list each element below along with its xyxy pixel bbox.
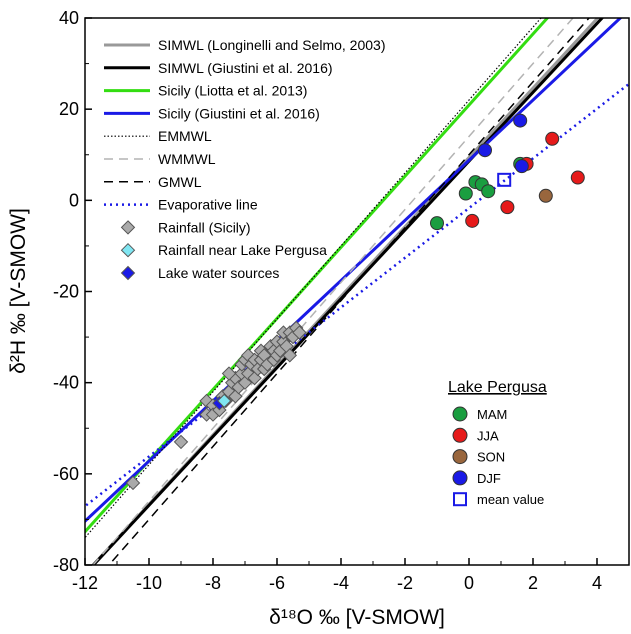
legend-label: Lake water sources	[158, 265, 279, 281]
y-tick-label: -60	[53, 464, 79, 484]
season-legend-label: DJF	[477, 471, 501, 486]
x-tick-label: 2	[528, 573, 538, 593]
x-tick-label: -12	[72, 573, 98, 593]
plot-frame	[84, 17, 630, 566]
legend-label: SIMWL (Longinelli and Selmo, 2003)	[158, 37, 386, 53]
season-legend-marker	[452, 470, 468, 486]
legend: SIMWL (Longinelli and Selmo, 2003) SIMWL …	[104, 37, 386, 281]
legend-label: Sicily (Giustini et al. 2016)	[158, 105, 320, 121]
data-points	[125, 113, 585, 491]
line-5	[92, 18, 574, 565]
y-tick-label: -80	[53, 555, 79, 575]
legend-label: WMMWL	[158, 151, 216, 167]
legend-label: Rainfall (Sicily)	[158, 219, 251, 235]
x-tick-label: -4	[333, 573, 349, 593]
line-4	[85, 18, 542, 539]
point-jja	[500, 200, 515, 215]
legend-marker	[120, 265, 136, 281]
point-djf	[513, 113, 528, 128]
line-1	[91, 18, 605, 565]
legend-label: Rainfall near Lake Pergusa	[158, 242, 327, 258]
y-tick-label: 40	[59, 8, 79, 28]
legend-label: SIMWL (Giustini et al. 2016)	[158, 60, 333, 76]
regression-lines	[85, 18, 629, 565]
legend-label: GMWL	[158, 174, 202, 190]
season-legend-marker	[453, 492, 467, 507]
legend-label: Sicily (Liotta et al. 2013)	[158, 83, 307, 99]
line-6	[108, 18, 590, 565]
point-jja	[465, 213, 480, 228]
y-tick-label: 20	[59, 99, 79, 119]
season-legend-label: MAM	[477, 407, 507, 422]
point-mam	[458, 186, 473, 201]
point-djf	[478, 143, 492, 158]
y-axis-label: δ²H ‰ [V-SMOW]	[7, 208, 30, 374]
rainfall-pergusa-point	[216, 393, 232, 409]
season-legend-label: SON	[477, 450, 505, 465]
x-axis-label: δ¹⁸O ‰ [V-SMOW]	[269, 606, 445, 629]
x-tick-label: -10	[136, 573, 162, 593]
line-3	[85, 18, 623, 524]
point-son	[538, 188, 553, 203]
y-tick-label: -40	[53, 373, 79, 393]
y-tick-label: 0	[69, 190, 79, 210]
x-tick-label: -8	[205, 573, 221, 593]
rainfall-sicily-point	[173, 434, 189, 450]
season-legend-marker	[452, 406, 468, 422]
x-tick-label: 4	[592, 573, 602, 593]
season-legend-marker	[452, 449, 468, 465]
line-2	[85, 18, 550, 534]
point-jja	[545, 131, 560, 146]
season-legend-label: mean value	[477, 492, 544, 507]
legend-marker	[120, 242, 136, 258]
mean-value-point	[497, 172, 512, 187]
point-djf	[514, 159, 529, 174]
line-7	[85, 82, 629, 508]
x-tick-label: -2	[397, 573, 413, 593]
x-tick-label: -6	[269, 573, 285, 593]
season-legend-label: JJA	[477, 428, 499, 443]
legend-label: Evaporative line	[158, 197, 258, 213]
rainfall-sicily-point	[292, 325, 307, 340]
legend-marker	[120, 220, 136, 235]
rainfall-sicily-point	[125, 475, 141, 491]
point-jja	[570, 170, 585, 185]
rainfall-sicily-point	[282, 348, 298, 363]
point-mam	[481, 184, 496, 199]
legend-label: EMMWL	[158, 128, 212, 144]
point-mam	[430, 216, 444, 231]
season-legend-marker	[452, 427, 468, 443]
rainfall-sicily-point	[221, 366, 237, 381]
season-legend: Lake Pergusa MAM JJA SON DJF mean value	[448, 379, 547, 507]
y-tick-label: -20	[53, 282, 79, 302]
season-legend-title: Lake Pergusa	[448, 379, 547, 396]
x-tick-label: 0	[464, 573, 474, 593]
